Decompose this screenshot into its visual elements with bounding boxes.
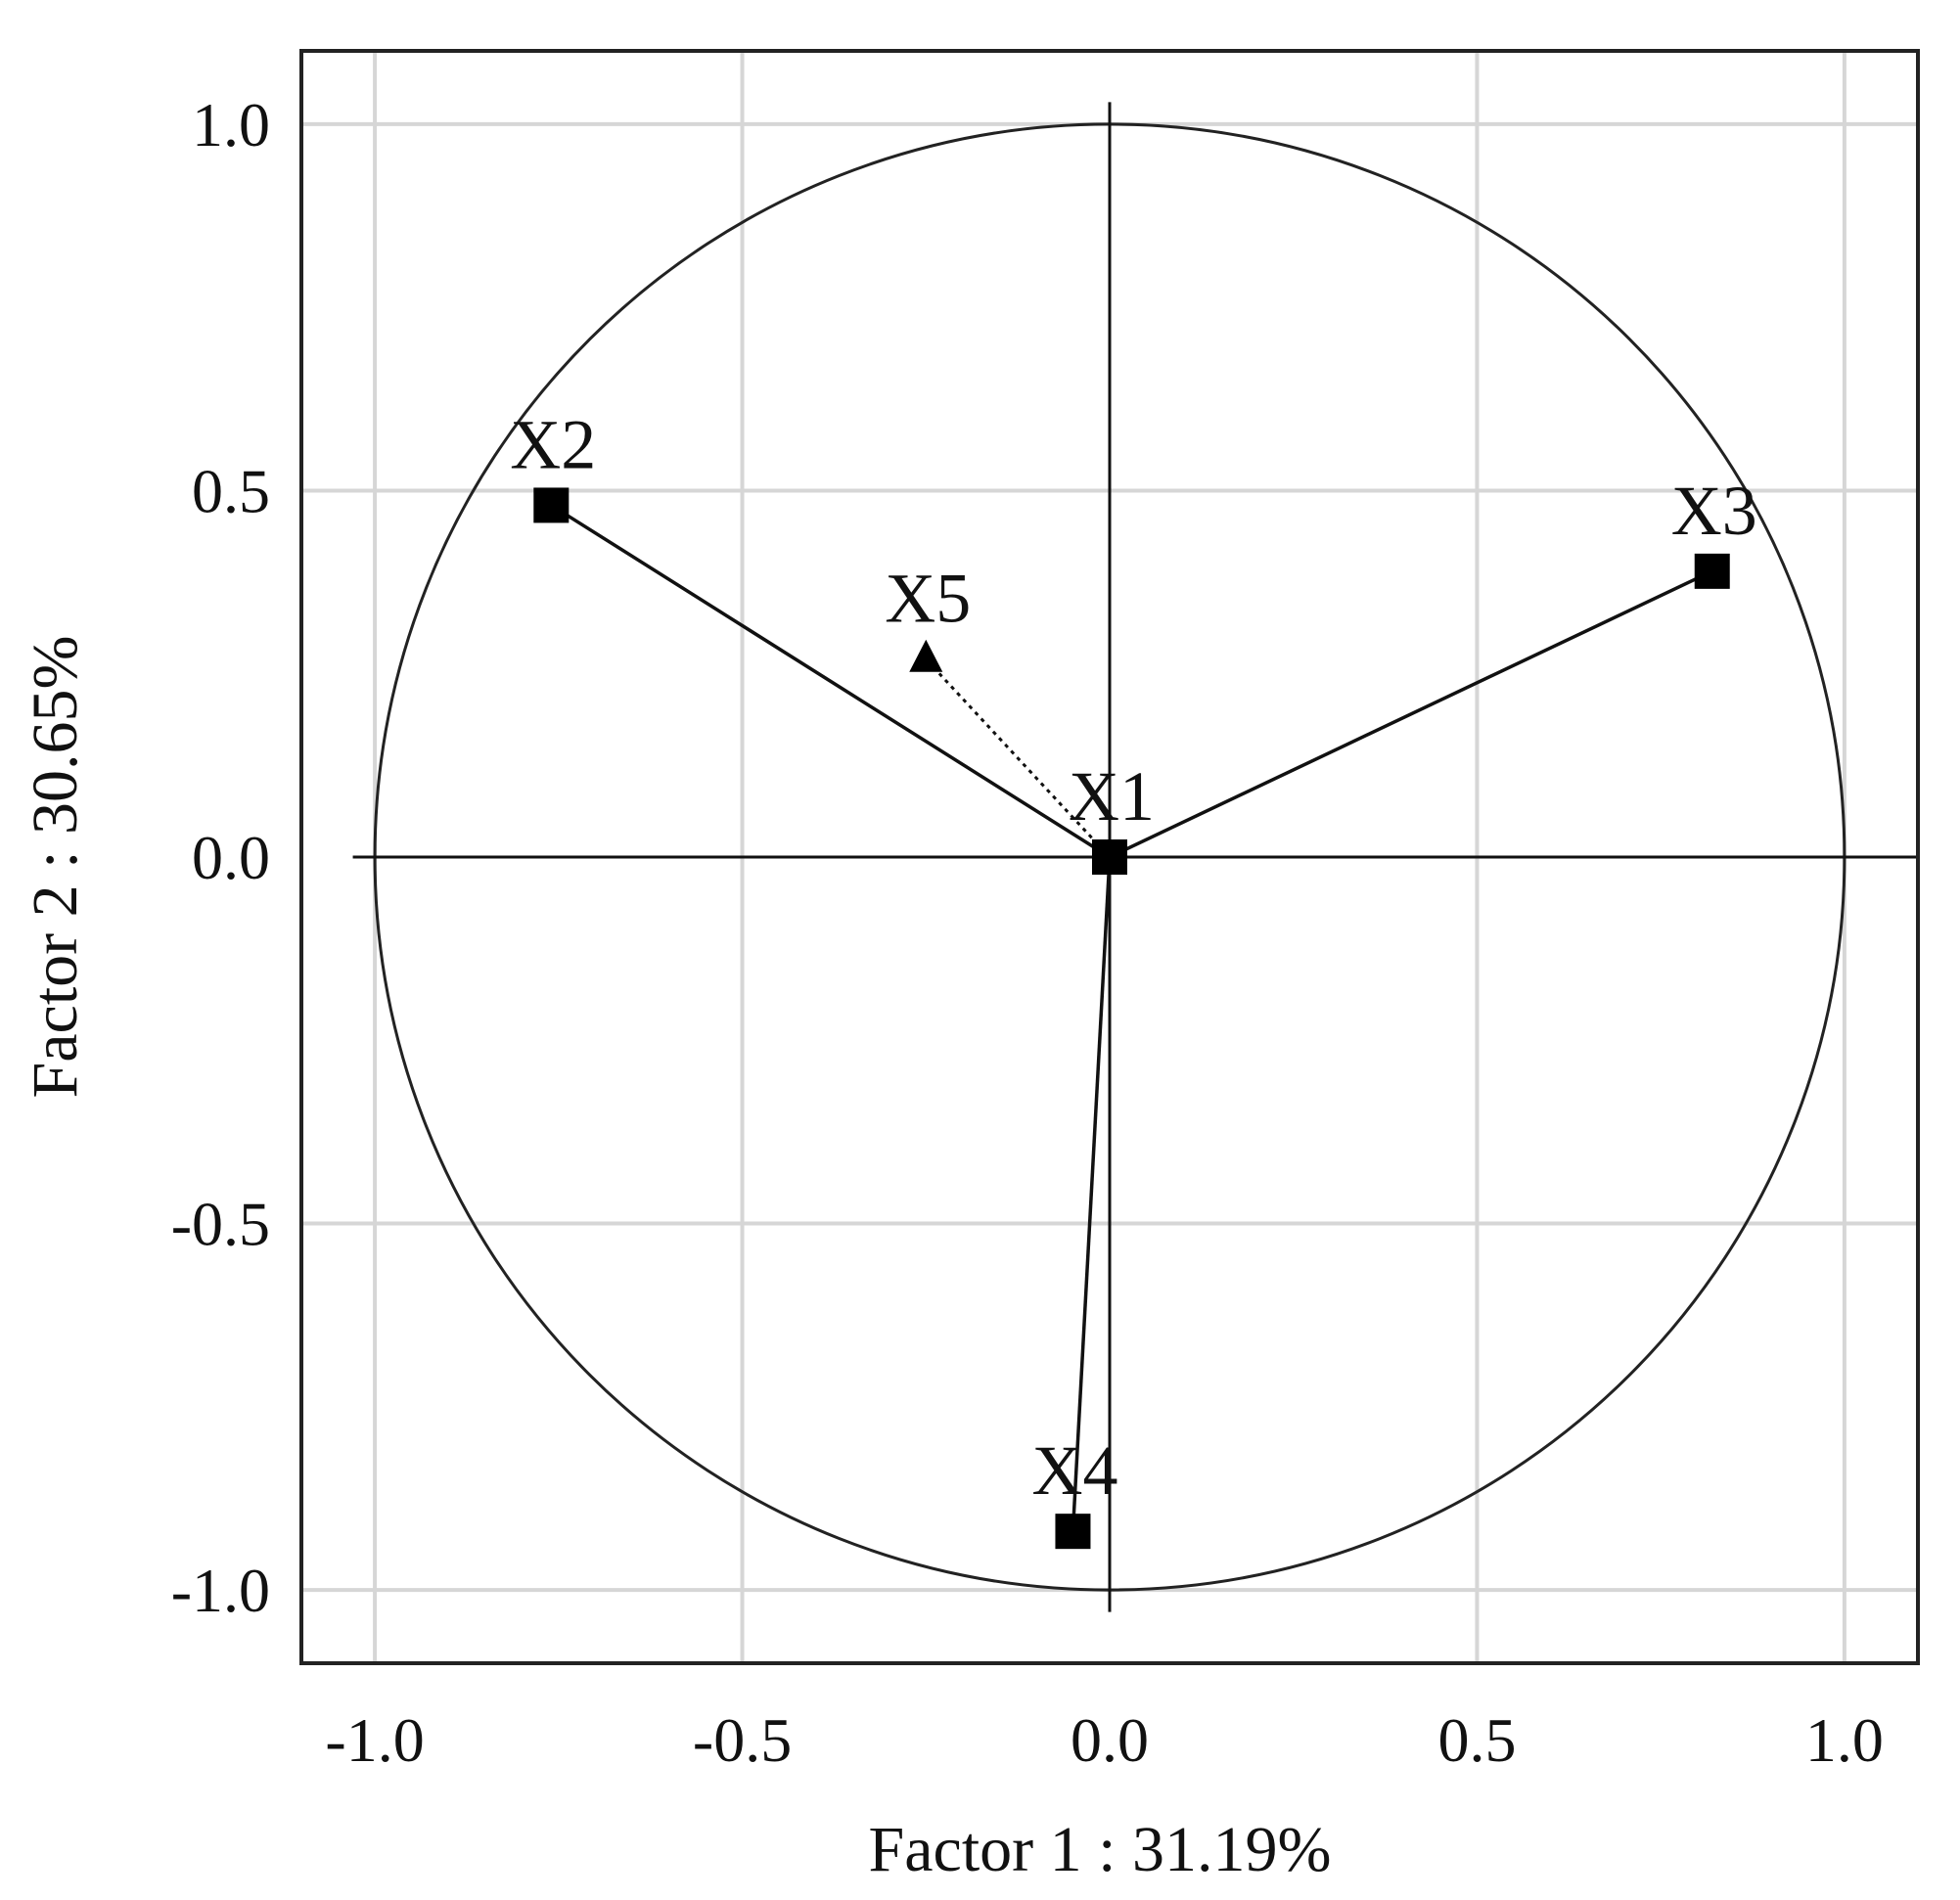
x-tick-label: -1.0 [325,1705,424,1775]
y-tick-labels: 1.0 0.5 0.0 -0.5 -1.0 [171,90,270,1625]
y-tick-label: -0.5 [171,1190,270,1259]
y-tick-label: -1.0 [171,1556,270,1625]
y-tick-label: 1.0 [192,90,270,159]
x-axis-title: Factor 1 : 31.19% [869,1814,1332,1885]
vector-x5 [925,657,1112,859]
point-labels: X1 X2 X3 X4 X5 [510,405,1756,1510]
factor-vectors [550,503,1713,1532]
x-tick-label: -0.5 [693,1705,792,1775]
x-tick-labels: -1.0 -0.5 0.0 0.5 1.0 [325,1705,1883,1775]
x-tick-label: 1.0 [1805,1705,1884,1775]
point-label-x2: X2 [510,405,596,483]
marker-x4 [1055,1514,1091,1550]
vector-x2 [550,503,1111,859]
x-tick-label: 0.5 [1437,1705,1516,1775]
marker-x2 [533,487,570,523]
point-label-x5: X5 [885,560,971,638]
plot-frame [299,49,1920,1665]
x-tick-label: 0.0 [1071,1705,1149,1775]
point-label-x1: X1 [1069,757,1155,836]
y-axis-title: Factor 2 : 30.65% [20,636,91,1099]
marker-x3 [1694,553,1730,589]
y-tick-label: 0.5 [192,456,270,525]
marker-x1 [1092,839,1127,875]
y-tick-label: 0.0 [192,823,270,892]
zero-axes [352,102,1918,1612]
point-label-x4: X4 [1031,1431,1117,1510]
vector-x3 [1109,569,1713,859]
vector-x4 [1071,856,1112,1532]
point-label-x3: X3 [1671,472,1757,550]
point-markers [533,487,1730,1550]
marker-x5 [909,639,943,672]
